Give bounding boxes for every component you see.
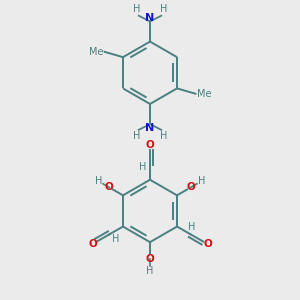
Text: H: H [160,4,167,14]
Text: H: H [95,176,102,186]
Text: O: O [203,239,212,249]
Text: H: H [146,266,154,276]
Text: N: N [146,13,154,22]
Text: N: N [146,123,154,133]
Text: H: H [198,176,205,186]
Text: O: O [146,254,154,264]
Text: O: O [146,140,154,150]
Text: H: H [112,235,119,244]
Text: O: O [88,239,97,249]
Text: H: H [139,162,146,172]
Text: Me: Me [88,47,103,57]
Text: H: H [188,222,196,232]
Text: O: O [187,182,196,192]
Text: H: H [133,4,140,14]
Text: Me: Me [197,89,212,99]
Text: H: H [160,131,167,141]
Text: O: O [104,182,113,192]
Text: H: H [133,131,140,141]
